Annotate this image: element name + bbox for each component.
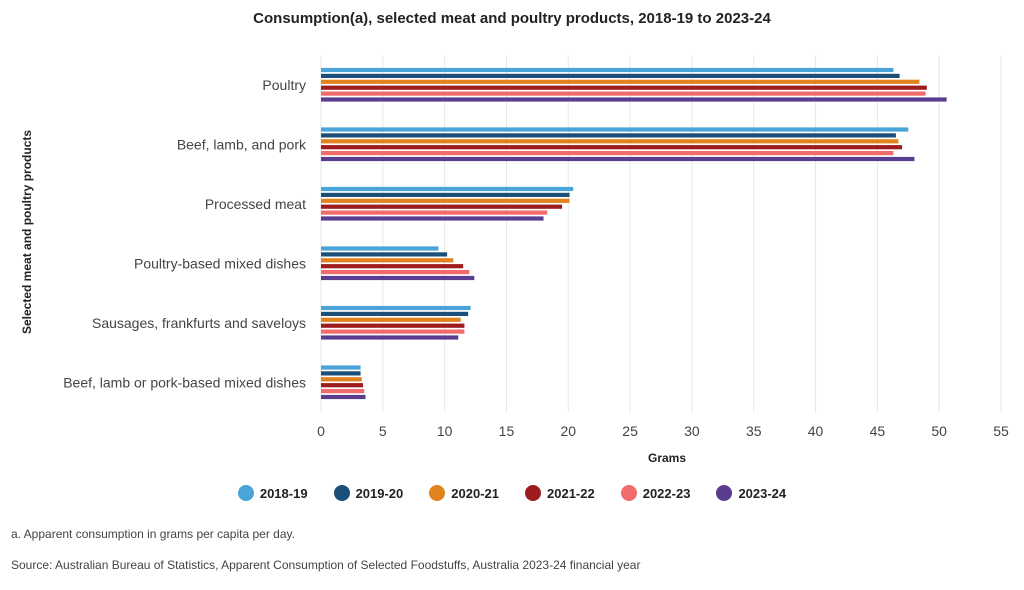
bar[interactable] bbox=[321, 85, 927, 90]
bar[interactable] bbox=[321, 198, 570, 203]
x-tick-label: 15 bbox=[499, 423, 515, 439]
x-tick-label: 0 bbox=[317, 423, 325, 439]
x-tick-label: 45 bbox=[870, 423, 886, 439]
legend-label: 2019-20 bbox=[355, 485, 404, 501]
axis-labels: 0 5 10 15 20 25 30 35 40 45 50 55 Poultry Beef, lamb,… bbox=[63, 77, 1009, 439]
footnote: a. Apparent consumption in grams per cap… bbox=[11, 527, 295, 541]
bar[interactable] bbox=[321, 311, 469, 316]
chart-legend: 2018-19 2019-20 2020-21 2021-22 2022-23 2023-… bbox=[0, 485, 1024, 501]
x-tick-label: 30 bbox=[684, 423, 700, 439]
bar[interactable] bbox=[321, 264, 464, 269]
x-tick-label: 25 bbox=[622, 423, 638, 439]
bar[interactable] bbox=[321, 383, 364, 388]
bar[interactable] bbox=[321, 329, 465, 334]
x-tick-label: 55 bbox=[993, 423, 1009, 439]
bar[interactable] bbox=[321, 79, 920, 84]
y-axis-title: Selected meat and poultry products bbox=[20, 130, 34, 334]
legend-item[interactable]: 2019-20 bbox=[333, 485, 404, 501]
legend-label: 2022-23 bbox=[642, 485, 691, 501]
bar[interactable] bbox=[321, 156, 915, 162]
bar[interactable] bbox=[321, 97, 947, 102]
legend-item[interactable]: 2018-19 bbox=[237, 485, 308, 501]
bar[interactable] bbox=[321, 67, 894, 73]
legend-item[interactable]: 2020-21 bbox=[429, 485, 499, 501]
x-tick-label: 10 bbox=[437, 423, 453, 439]
legend-label: 2023-24 bbox=[738, 485, 787, 501]
y-tick-label: Processed meat bbox=[205, 196, 306, 212]
y-tick-label: Poultry-based mixed dishes bbox=[134, 255, 306, 271]
bar[interactable] bbox=[321, 210, 548, 215]
bar[interactable] bbox=[321, 305, 471, 311]
bar[interactable] bbox=[321, 323, 465, 328]
bar[interactable] bbox=[321, 377, 362, 382]
bar-group bbox=[321, 67, 947, 400]
bar[interactable] bbox=[321, 275, 475, 281]
y-tick-label: Beef, lamb, and pork bbox=[177, 136, 307, 152]
legend-swatch bbox=[716, 485, 733, 501]
bar[interactable] bbox=[321, 365, 361, 370]
legend-swatch bbox=[429, 485, 446, 501]
bar[interactable] bbox=[321, 252, 448, 257]
bar[interactable] bbox=[321, 389, 365, 394]
legend-swatch bbox=[620, 485, 637, 501]
y-tick-label: Beef, lamb or pork-based mixed dishes bbox=[63, 374, 306, 390]
bar[interactable] bbox=[321, 335, 459, 340]
bar[interactable] bbox=[321, 317, 461, 322]
bar[interactable] bbox=[321, 145, 903, 150]
x-tick-label: 5 bbox=[379, 423, 387, 439]
bar[interactable] bbox=[321, 151, 894, 156]
bar[interactable] bbox=[321, 394, 366, 400]
legend-item[interactable]: 2023-24 bbox=[716, 485, 786, 501]
bar[interactable] bbox=[321, 270, 470, 275]
y-tick-label: Poultry bbox=[262, 77, 306, 93]
legend-label: 2020-21 bbox=[451, 485, 499, 501]
bar[interactable] bbox=[321, 371, 361, 376]
bar[interactable] bbox=[321, 139, 899, 144]
bar[interactable] bbox=[321, 204, 563, 209]
source-note: Source: Australian Bureau of Statistics,… bbox=[11, 558, 641, 572]
legend-label: 2021-22 bbox=[547, 485, 595, 501]
x-tick-label: 50 bbox=[931, 423, 947, 439]
bar[interactable] bbox=[321, 127, 909, 132]
bar[interactable] bbox=[321, 192, 570, 197]
bar[interactable] bbox=[321, 258, 454, 263]
grid-lines bbox=[320, 55, 1002, 412]
x-tick-label: 20 bbox=[560, 423, 576, 439]
legend-swatch bbox=[525, 485, 541, 501]
bar[interactable] bbox=[321, 133, 896, 138]
legend-item[interactable]: 2022-23 bbox=[620, 485, 691, 501]
bar[interactable] bbox=[321, 216, 544, 221]
bar[interactable] bbox=[321, 91, 926, 96]
legend-item[interactable]: 2021-22 bbox=[525, 485, 595, 501]
legend-swatch bbox=[237, 485, 254, 501]
bar[interactable] bbox=[321, 186, 574, 192]
y-tick-label: Sausages, frankfurts and saveloys bbox=[92, 315, 306, 331]
x-tick-label: 35 bbox=[746, 423, 762, 439]
legend-label: 2018-19 bbox=[259, 485, 308, 501]
bar[interactable] bbox=[321, 73, 900, 78]
legend-swatch bbox=[333, 485, 350, 501]
x-tick-label: 40 bbox=[808, 423, 824, 439]
bar[interactable] bbox=[321, 246, 439, 251]
chart-title: Consumption(a), selected meat and poultr… bbox=[253, 10, 771, 27]
bar-chart: 0 5 10 15 20 25 30 35 40 45 50 55 Poultry Beef, lamb,… bbox=[20, 55, 1009, 465]
x-axis-title: Grams bbox=[648, 451, 686, 465]
